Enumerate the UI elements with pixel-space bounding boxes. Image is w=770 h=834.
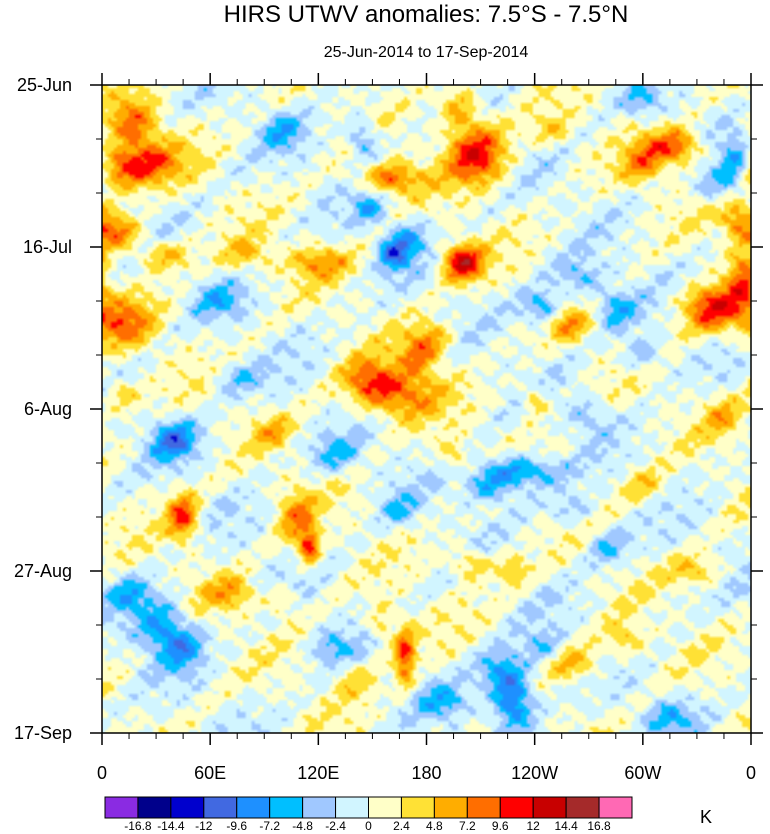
- y-tick-label: 6-Aug: [24, 399, 72, 419]
- chart-title: HIRS UTWV anomalies: 7.5°S - 7.5°N: [224, 1, 629, 28]
- axis-tick-labels: 0 60E 120E 180 120W 60W 0 25-Jun 16-Jul 6-Aug 27-A…: [14, 75, 756, 783]
- x-tick-label: 120W: [511, 763, 558, 783]
- colorbar-label: 4.8: [426, 819, 443, 833]
- colorbar-label: -7.2: [259, 819, 280, 833]
- colorbar-unit: K: [700, 807, 712, 827]
- colorbar-swatch: [400, 796, 435, 819]
- colorbar-label: 9.6: [492, 819, 509, 833]
- colorbar-swatch: [269, 796, 304, 819]
- y-tick-label: 17-Sep: [14, 723, 72, 743]
- colorbar-label: -2.4: [325, 819, 346, 833]
- y-tick-label: 16-Jul: [23, 237, 72, 257]
- colorbar-label: 14.4: [554, 819, 578, 833]
- x-tick-label: 180: [411, 763, 441, 783]
- colorbar-label: -4.8: [292, 819, 313, 833]
- colorbar-swatch: [335, 796, 369, 819]
- colorbar-swatch: [137, 796, 172, 819]
- colorbar-swatch: [368, 796, 402, 819]
- colorbar-swatch: [203, 796, 238, 819]
- colorbar-swatch: [598, 796, 633, 819]
- colorbar-label: -16.8: [124, 819, 152, 833]
- colorbar-swatch: [532, 796, 567, 819]
- y-tick-label: 27-Aug: [14, 561, 72, 581]
- x-tick-label: 0: [97, 763, 107, 783]
- colorbar-label: 16.8: [587, 819, 611, 833]
- colorbar-label: 7.2: [459, 819, 476, 833]
- x-tick-label: 120E: [297, 763, 339, 783]
- colorbar-label: 12: [527, 819, 541, 833]
- colorbar-swatch: [565, 796, 600, 819]
- colorbar-swatch: [170, 796, 205, 819]
- plot-area: [102, 85, 751, 733]
- colorbar-label: 2.4: [393, 819, 410, 833]
- anomaly-field: [102, 85, 751, 733]
- colorbar-label: 0: [365, 819, 372, 833]
- colorbar-swatch: [499, 796, 534, 819]
- plot-frame: [101, 84, 752, 734]
- colorbar-label: -14.4: [157, 819, 185, 833]
- colorbar-swatch: [104, 796, 139, 819]
- colorbar: -16.8 -14.4 -12 -9.6 -7.2 -4.8 -2.4 0 2.4 4.8 7.2 9…: [104, 796, 633, 833]
- axis-ticks: [90, 73, 763, 745]
- colorbar-swatch: [302, 796, 337, 819]
- colorbar-swatch: [466, 796, 501, 819]
- y-tick-label: 25-Jun: [17, 75, 72, 95]
- colorbar-swatch: [236, 796, 271, 819]
- chart-subtitle: 25-Jun-2014 to 17-Sep-2014: [324, 44, 529, 61]
- x-tick-label: 60W: [624, 763, 661, 783]
- colorbar-label: -9.6: [226, 819, 247, 833]
- colorbar-swatch: [433, 796, 468, 819]
- x-tick-label: 0: [746, 763, 756, 783]
- colorbar-label: -12: [195, 819, 213, 833]
- x-tick-label: 60E: [194, 763, 226, 783]
